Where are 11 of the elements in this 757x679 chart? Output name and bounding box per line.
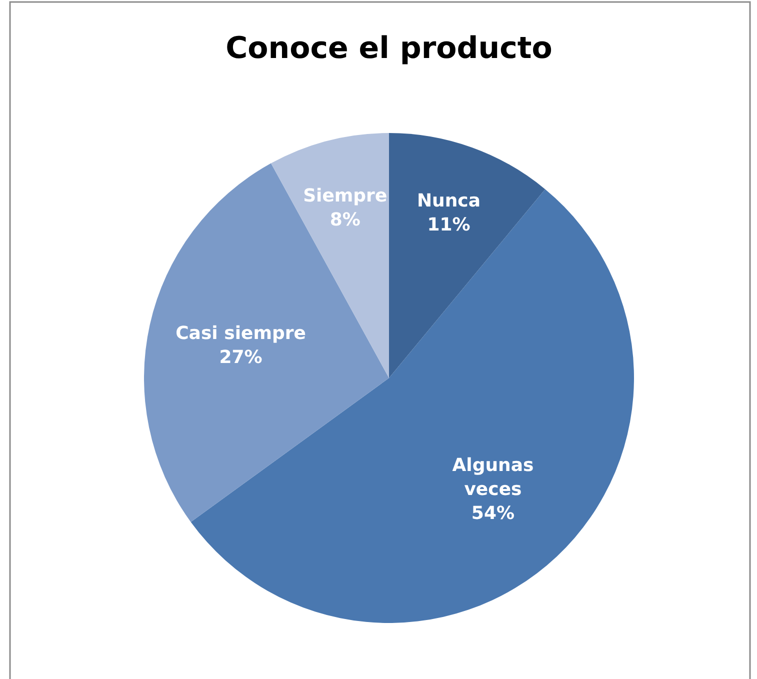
data-label: 11%: [427, 214, 470, 236]
slice-label: Nunca: [416, 190, 481, 212]
data-label: 8%: [330, 209, 360, 230]
pie-slice: [389, 133, 546, 378]
pie-slice: [144, 163, 389, 522]
chart-title: Conoce el producto: [226, 31, 552, 66]
slice-label: Algunas veces: [452, 455, 534, 500]
slice-label: Casi siempre: [176, 323, 306, 344]
data-label: 54%: [471, 503, 515, 524]
data-label: 27%: [219, 347, 262, 368]
slice-label: Siempre: [303, 185, 388, 206]
